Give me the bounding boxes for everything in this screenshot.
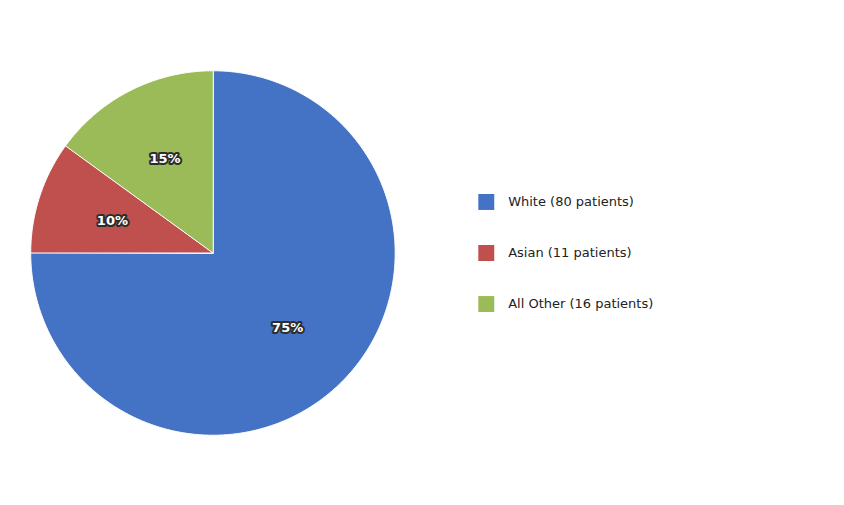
svg-text:15%: 15% xyxy=(149,151,180,166)
svg-text:75%: 75% xyxy=(272,320,303,335)
svg-text:10%: 10% xyxy=(97,213,128,228)
svg-text:All Other (16 patients): All Other (16 patients) xyxy=(508,296,653,311)
svg-text:White (80 patients): White (80 patients) xyxy=(508,194,634,209)
svg-text:Asian (11 patients): Asian (11 patients) xyxy=(508,245,631,260)
